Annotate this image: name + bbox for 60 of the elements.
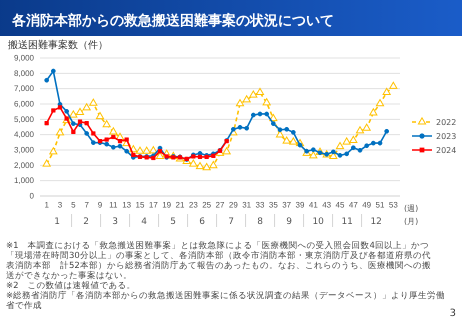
text: ※1 本調査における「救急搬送困難事案」とは救急隊による「医療機関への受入照会回数4回以上」かつ「現場滞在時間30分以上」の事案として、各消防本部（政令市消防本部・東京消防庁及び各都道府県の代表消防本部 計52本部）から総務省消防庁あて報告のあったもの。なお、これらのうち、医療機関への搬送ができなかった事案はない。 (6, 240, 431, 281)
y-tick-label: 1,000 (14, 176, 35, 186)
x-tick-label: 47 (348, 200, 358, 210)
text: 4 (141, 217, 148, 227)
text: 2 (83, 217, 90, 227)
text: 12 (370, 217, 382, 227)
x-tick-label: 7 (84, 200, 90, 210)
x-tick-label: 15 (136, 200, 145, 210)
text: ※2 この数値は速報値である。 (6, 280, 136, 291)
x-tick-label: 35 (268, 200, 278, 210)
text: 8 (257, 217, 264, 227)
x-tick-label: 41 (308, 200, 318, 210)
x-tick-label: 27 (216, 200, 225, 210)
x-axis-title: (週) (404, 204, 418, 213)
text: 3 (112, 217, 118, 227)
x-tick-label: 21 (176, 200, 185, 210)
y-axis-title: 搬送困難事案数（件） (8, 39, 108, 51)
y-tick-label: 7,000 (14, 84, 35, 94)
text: ※総務省消防庁「各消防本部からの救急搬送困難事案に係る状況調査の結果（データベース）」より厚生労働省で作成 (6, 290, 446, 311)
x-tick-label: 11 (109, 200, 118, 210)
x-tick-label: 45 (336, 200, 345, 210)
y-tick-label: 6,000 (14, 100, 35, 109)
y-tick-label: 2,000 (14, 160, 35, 170)
x-tick-label: 9 (98, 200, 103, 210)
x-tick-label: 19 (162, 200, 172, 210)
x-tick-label: 51 (376, 200, 385, 210)
text: 7 (228, 217, 234, 227)
x-tick-label: 3 (58, 200, 63, 210)
x-tick-label: 33 (256, 200, 265, 210)
x-tick-label: 17 (148, 200, 158, 210)
chart-title: 各消防本部からの救急搬送困難事案の状況について (11, 12, 334, 29)
x-tick-label: 49 (362, 200, 372, 210)
y-tick-label: 8,000 (14, 68, 35, 78)
x-tick-label: 31 (242, 200, 252, 210)
x-tick-label: 53 (388, 200, 398, 210)
x-tick-label: 37 (282, 200, 292, 210)
y-tick-label: 0 (30, 192, 35, 201)
text: 1 (54, 217, 60, 227)
x-tick-label: 43 (322, 200, 332, 210)
x-tick-label: 39 (296, 200, 305, 210)
y-tick-label: 4,000 (14, 130, 35, 140)
text: 6 (199, 217, 206, 227)
text: 9 (286, 217, 292, 227)
x-tick-label: 23 (188, 200, 198, 210)
x-tick-label: 5 (71, 200, 76, 210)
legend-label: 2024 (436, 146, 456, 155)
y-tick-label: 5,000 (14, 114, 35, 124)
text: 3 (450, 308, 456, 319)
y-tick-label: 9,000 (14, 54, 35, 63)
text: 11 (341, 217, 353, 227)
text: 5 (170, 217, 176, 227)
text: (月) (404, 217, 418, 226)
x-tick-label: 13 (122, 200, 132, 210)
text: 10 (312, 217, 324, 227)
legend-label: 2022 (436, 118, 456, 127)
x-tick-label: 1 (44, 200, 50, 210)
y-tick-label: 3,000 (14, 146, 35, 155)
x-tick-label: 25 (202, 200, 212, 210)
x-tick-label: 29 (228, 200, 238, 210)
legend-label: 2023 (436, 132, 456, 141)
